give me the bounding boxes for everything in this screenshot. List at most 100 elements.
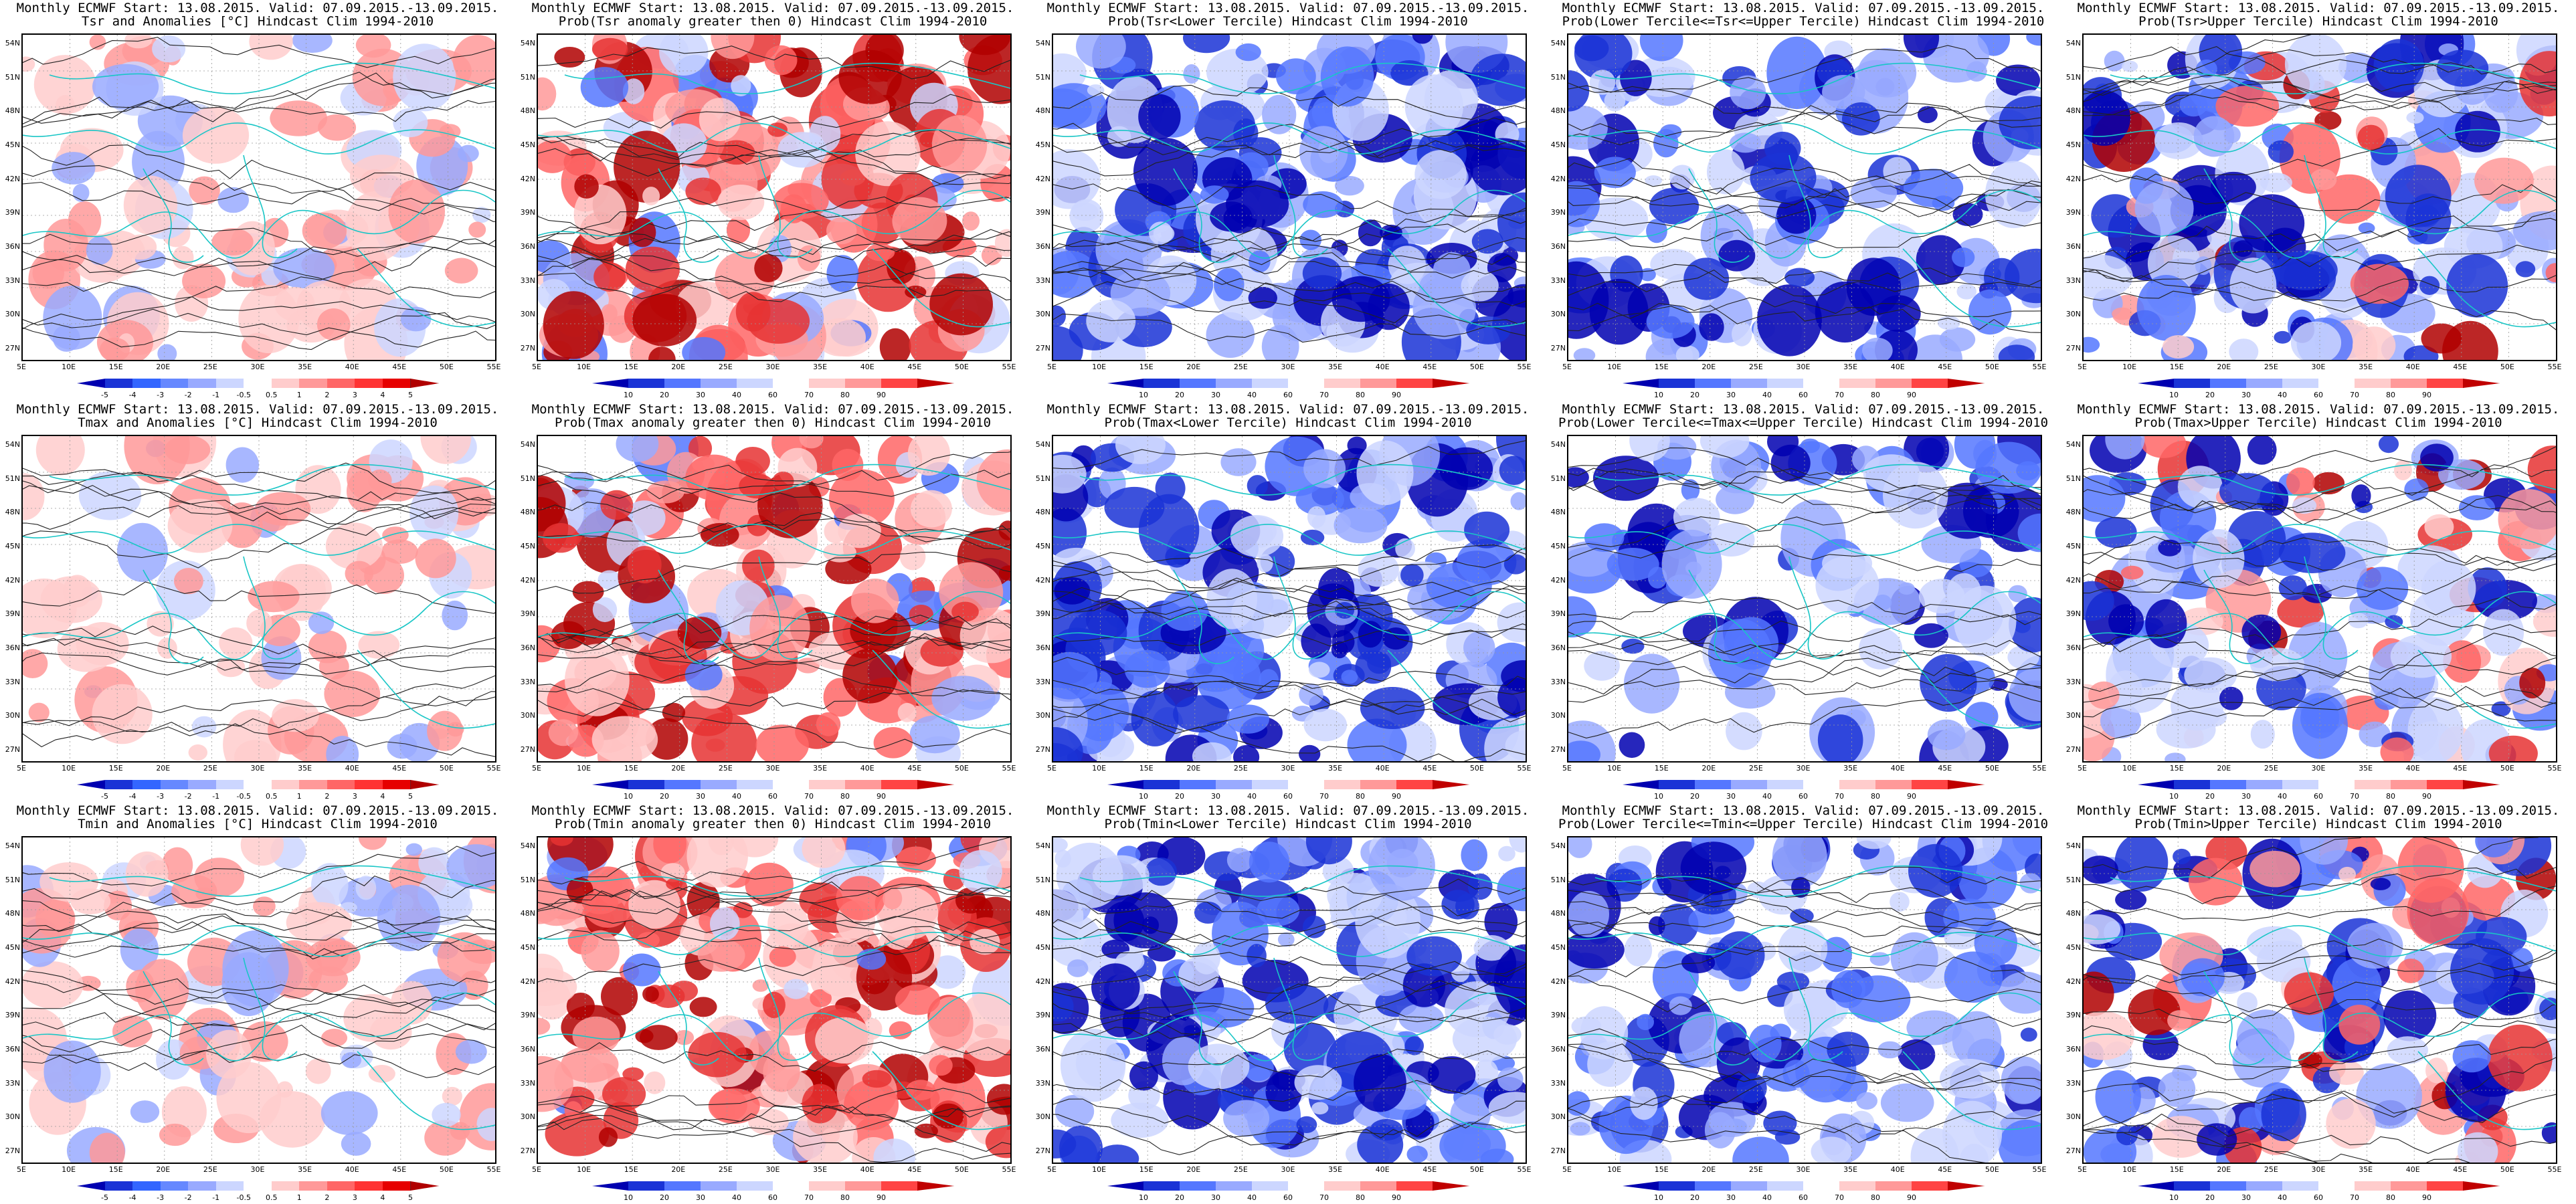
contour-line [23, 1024, 495, 1064]
colorbar-segment [2318, 379, 2355, 388]
field-shade [152, 35, 186, 63]
field-shade [826, 255, 859, 292]
contour-line [538, 45, 1010, 80]
latitude-label: 42N [1550, 174, 1566, 183]
latitude-label: 27N [520, 344, 535, 353]
field-shade [1974, 920, 2017, 966]
field-shade [2196, 60, 2217, 78]
field-shade [1470, 54, 1526, 106]
coastline [1273, 155, 1328, 258]
contour-line [1568, 538, 2041, 573]
contour-line [538, 173, 1010, 239]
latitude-label: 48N [1035, 508, 1050, 517]
field-shade [755, 724, 809, 761]
colorbar-tick-label: 3 [352, 391, 357, 399]
contour-line [1053, 1048, 1526, 1078]
field-shade [63, 575, 92, 607]
latitude-label: 54N [1550, 39, 1566, 47]
field-shade [2338, 866, 2357, 882]
field-shade [907, 436, 950, 476]
map-plot [1567, 836, 2042, 1164]
field-shade [1412, 277, 1476, 340]
latitude-label: 33N [1550, 1078, 1566, 1088]
latitude-label: 48N [1550, 508, 1566, 517]
contour-line [538, 884, 1010, 919]
field-shade [625, 246, 680, 292]
field-shade [2084, 971, 2114, 1017]
coastline [1053, 925, 1526, 957]
field-shade [1732, 322, 1752, 346]
field-shade [1621, 638, 1645, 654]
field-shade [306, 938, 361, 977]
colorbar-segment [2138, 379, 2175, 388]
colorbar-tick-label: 40 [732, 391, 741, 399]
field-shade [1069, 199, 1104, 233]
latitude-label: 27N [1035, 344, 1050, 353]
field-shade [1406, 936, 1462, 977]
coastline [1079, 62, 1526, 94]
field-shade [1649, 187, 1699, 225]
field-shade [708, 1088, 760, 1124]
field-shade [2104, 50, 2125, 72]
field-shade [1914, 623, 1948, 648]
colorbar-tick-label: 1 [296, 391, 302, 399]
field-shade [292, 35, 333, 53]
field-shade [2277, 595, 2324, 628]
contour-line [2084, 66, 2556, 125]
contour-line [2084, 686, 2556, 740]
latitude-label: 42N [1035, 575, 1050, 585]
longitude-label: 5E [532, 1165, 541, 1174]
longitude-label: 20E [1186, 1165, 1201, 1174]
panel-title-line1: Monthly ECMWF Start: 13.08.2015. Valid: … [1046, 803, 1530, 818]
field-shade [1053, 837, 1068, 853]
colorbar-segment [917, 780, 954, 789]
field-shade [1985, 161, 2041, 229]
colorbar-segment [1875, 780, 1912, 789]
coastline [538, 524, 1010, 556]
colorbar-segment [592, 780, 629, 789]
field-shade [856, 948, 887, 970]
longitude-label: 20E [156, 1165, 171, 1174]
coastline [872, 248, 1010, 328]
coastline [23, 122, 495, 155]
contour-line [1053, 690, 1526, 732]
field-shade [1766, 36, 1827, 110]
field-shade [2390, 634, 2452, 678]
field-shade [1368, 837, 1435, 901]
coastline [1173, 569, 1234, 664]
longitude-label: 40E [345, 1165, 359, 1174]
field-shade [616, 436, 659, 462]
longitude-label: 20E [156, 764, 171, 773]
coastline [2110, 464, 2556, 496]
field-shade [1568, 181, 1600, 227]
colorbar [77, 1181, 439, 1191]
contour-line [1053, 281, 1526, 325]
field-shade [962, 211, 980, 231]
latitude-label: 36N [1550, 242, 1566, 251]
colorbar-segment [2463, 1181, 2500, 1191]
latitude-label: 48N [2065, 909, 2081, 918]
longitude-label: 30E [1281, 363, 1295, 371]
panel-title-line1: Monthly ECMWF Start: 13.08.2015. Valid: … [1046, 1, 1530, 15]
coastline [2417, 248, 2556, 328]
contour-line [1053, 991, 1526, 1023]
colorbar-tick-label: -5 [101, 792, 109, 801]
field-shade [1923, 35, 1989, 83]
contour-line [23, 696, 495, 732]
panel-title-line2: Prob(Tmin>Upper Tercile) Hindcast Clim 1… [2134, 817, 2502, 831]
field-shade [931, 676, 996, 721]
coastline [1788, 556, 1843, 660]
contour-line [1568, 631, 2041, 671]
field-shade [1790, 908, 1814, 924]
field-shade [1862, 337, 1893, 360]
colorbar-segment [1107, 379, 1144, 388]
field-shade [538, 1017, 551, 1035]
field-shade [1827, 1031, 1869, 1068]
colorbar-segment [1288, 780, 1325, 789]
contour-line [538, 633, 1010, 671]
field-shade [325, 522, 383, 570]
colorbar-tick-label: 80 [2386, 1193, 2395, 1202]
field-shade [2443, 640, 2482, 683]
contour-line [2084, 35, 2312, 102]
coastline [2304, 957, 2359, 1061]
